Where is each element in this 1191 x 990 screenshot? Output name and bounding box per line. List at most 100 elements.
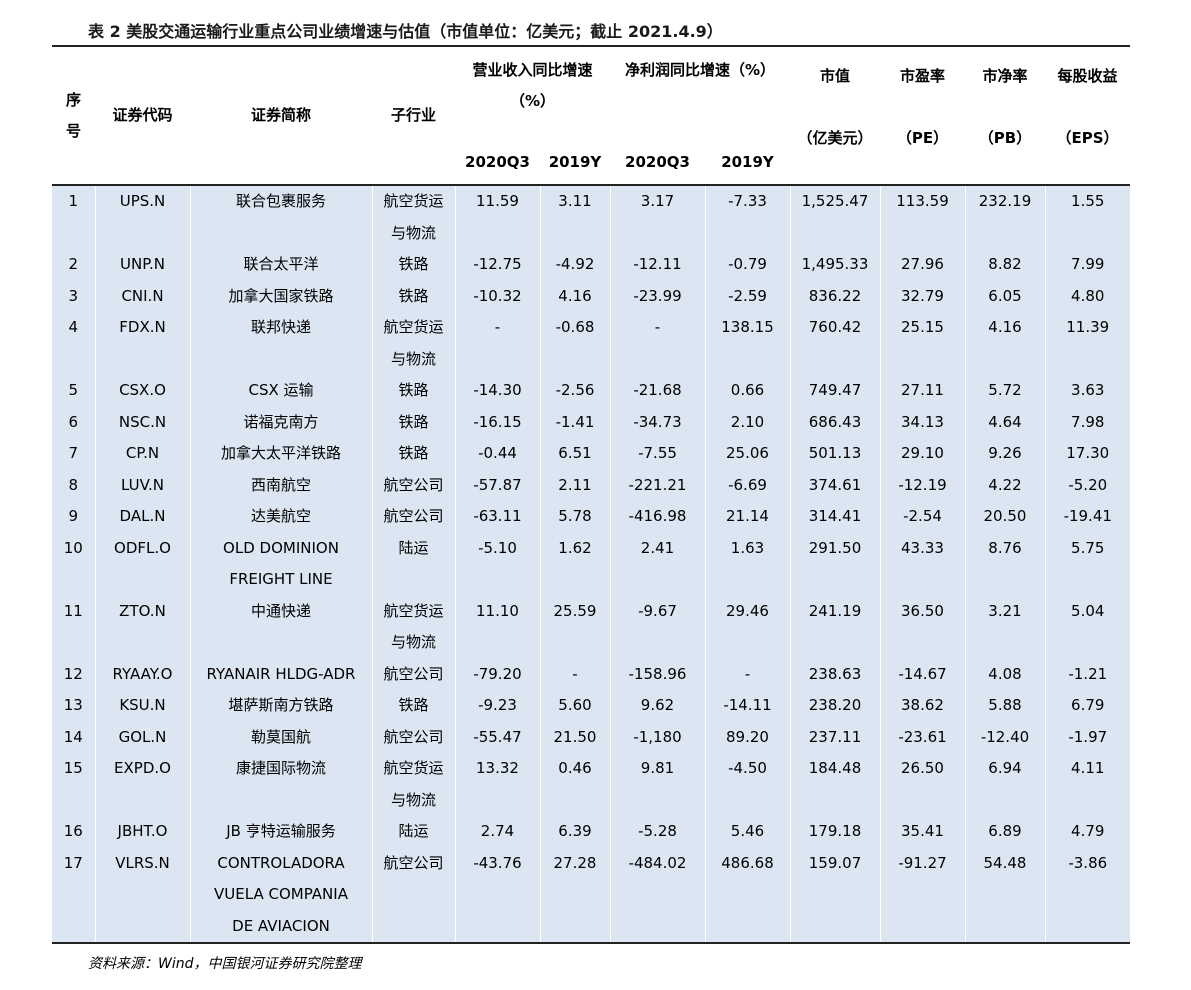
table-cell: -23.99	[610, 280, 706, 312]
table-cell: 11	[52, 595, 96, 659]
table-cell: 航空货运与物流	[372, 595, 456, 659]
table-cell: 686.43	[790, 406, 881, 438]
table-cell: 航空公司	[372, 501, 456, 533]
table-cell: -1,180	[610, 721, 706, 753]
table-cell: ODFL.O	[95, 532, 191, 596]
table-cell: 15	[52, 753, 96, 816]
table-cell: FDX.N	[95, 312, 191, 375]
table-cell: 7.98	[1045, 406, 1130, 438]
header-cell: 子行业	[390, 106, 436, 124]
table-cell: 34.13	[880, 406, 966, 438]
cell-line: CONTROLADORA	[217, 853, 345, 872]
table-cell: 238.20	[790, 690, 881, 722]
table-cell: 11.39	[1045, 312, 1130, 375]
table-cell: -	[705, 658, 791, 690]
table-cell: 4.08	[965, 658, 1046, 690]
table-cell: -221.21	[610, 469, 706, 501]
source-note: 资料来源：Wind，中国银河证券研究院整理	[88, 956, 362, 972]
table-cell: 89.20	[705, 721, 791, 753]
table-cell: -	[610, 312, 706, 375]
table-cell: -2.54	[880, 501, 966, 533]
table-cell: -10.32	[455, 280, 541, 312]
table-cell: 159.07	[790, 847, 881, 943]
table-cell: -0.44	[455, 438, 541, 470]
table-cell: CSX.O	[95, 375, 191, 407]
table-cell: 联合太平洋	[190, 249, 373, 281]
table-cell: 16	[52, 816, 96, 848]
table-cell: 勒莫国航	[190, 721, 373, 753]
table-cell: -5.20	[1045, 469, 1130, 501]
table-cell: 6.89	[965, 816, 1046, 848]
table-cell: -16.15	[455, 406, 541, 438]
header-cell: 净利润同比增速（%）	[624, 61, 776, 79]
table-cell: 航空公司	[372, 658, 456, 690]
table-cell: 铁路	[372, 406, 456, 438]
table-cell: 航空公司	[372, 469, 456, 501]
table-cell: -14.30	[455, 375, 541, 407]
cell-line: OLD DOMINION	[223, 538, 339, 557]
table-cell: -9.67	[610, 595, 706, 659]
table-cell: 4.16	[965, 312, 1046, 375]
table-cell: 航空货运与物流	[372, 185, 456, 249]
table-cell: 25.15	[880, 312, 966, 375]
table-cell: 5.04	[1045, 595, 1130, 659]
table-row: 7 CP.N 加拿大太平洋铁路 铁路 -0.44 6.51 -7.55 25.06 501.13…	[52, 438, 1130, 470]
table-cell: 13	[52, 690, 96, 722]
table-cell: 32.79	[880, 280, 966, 312]
table-cell: 29.10	[880, 438, 966, 470]
header-cell: 证券代码	[112, 106, 173, 124]
header-subcell: 2019Y	[721, 153, 774, 171]
table-cell: 6.05	[965, 280, 1046, 312]
table-cell: -23.61	[880, 721, 966, 753]
table-cell: EXPD.O	[95, 753, 191, 816]
table-cell: 4.79	[1045, 816, 1130, 848]
table-cell: 237.11	[790, 721, 881, 753]
cell-line: DE AVIACION	[232, 916, 330, 935]
table-row: 4 FDX.N 联邦快递 航空货运与物流 - -0.68-138.15 760.42 25.1…	[52, 312, 1130, 375]
table-cell: GOL.N	[95, 721, 191, 753]
table-cell: 21.14	[705, 501, 791, 533]
table-cell: 2.10	[705, 406, 791, 438]
table-cell: 486.68	[705, 847, 791, 943]
table-cell: 17	[52, 847, 96, 943]
header-subcell: 2020Q3	[465, 153, 530, 171]
table-cell: 中通快递	[190, 595, 373, 659]
table-cell: 5.88	[965, 690, 1046, 722]
header-subcell: 2020Q3	[625, 153, 690, 171]
table-cell: LUV.N	[95, 469, 191, 501]
table-cell: 9	[52, 501, 96, 533]
table-cell: 4.22	[965, 469, 1046, 501]
header-cell: 每股收益	[1057, 67, 1118, 85]
table-cell: -12.75	[455, 249, 541, 281]
table-cell: -12.40	[965, 721, 1046, 753]
table-cell: -5.28	[610, 816, 706, 848]
table-cell: -0.68	[540, 312, 611, 375]
table-cell: -	[455, 312, 541, 375]
table-cell: 179.18	[790, 816, 881, 848]
table-cell: -14.67	[880, 658, 966, 690]
table-cell: 铁路	[372, 375, 456, 407]
table-cell: -6.69	[705, 469, 791, 501]
table-cell: 7.99	[1045, 249, 1130, 281]
table-cell: 0.66	[705, 375, 791, 407]
table-cell: 749.47	[790, 375, 881, 407]
table-cell: 12	[52, 658, 96, 690]
table-cell: 760.42	[790, 312, 881, 375]
table-row: 11 ZTO.N 中通快递 航空货运与物流 11.10 25.59 -9.67 29.46 24…	[52, 595, 1130, 659]
table-header: 序号 证券代码 证券简称 子行业 营业收入同比增速（%） 净利润同比增速（%） 市值 市盈率 市…	[52, 46, 1130, 185]
table-cell: 航空货运与物流	[372, 753, 456, 816]
table-cell: -5.10	[455, 532, 541, 596]
header-cell: 市值	[819, 67, 850, 85]
table-cell: -7.55	[610, 438, 706, 470]
table-cell: VLRS.N	[95, 847, 191, 943]
header-cell: 市净率	[982, 67, 1028, 85]
table-cell: 836.22	[790, 280, 881, 312]
table-cell: -1.97	[1045, 721, 1130, 753]
table-cell: 113.59	[880, 185, 966, 249]
table-cell: -7.33	[705, 185, 791, 249]
data-table: 序号 证券代码 证券简称 子行业 营业收入同比增速（%） 净利润同比增速（%） 市值 市盈率 市…	[52, 45, 1130, 944]
table-cell: 11.59	[455, 185, 541, 249]
table-cell: 9.62	[610, 690, 706, 722]
table-cell: -	[540, 658, 611, 690]
table-cell: -12.11	[610, 249, 706, 281]
